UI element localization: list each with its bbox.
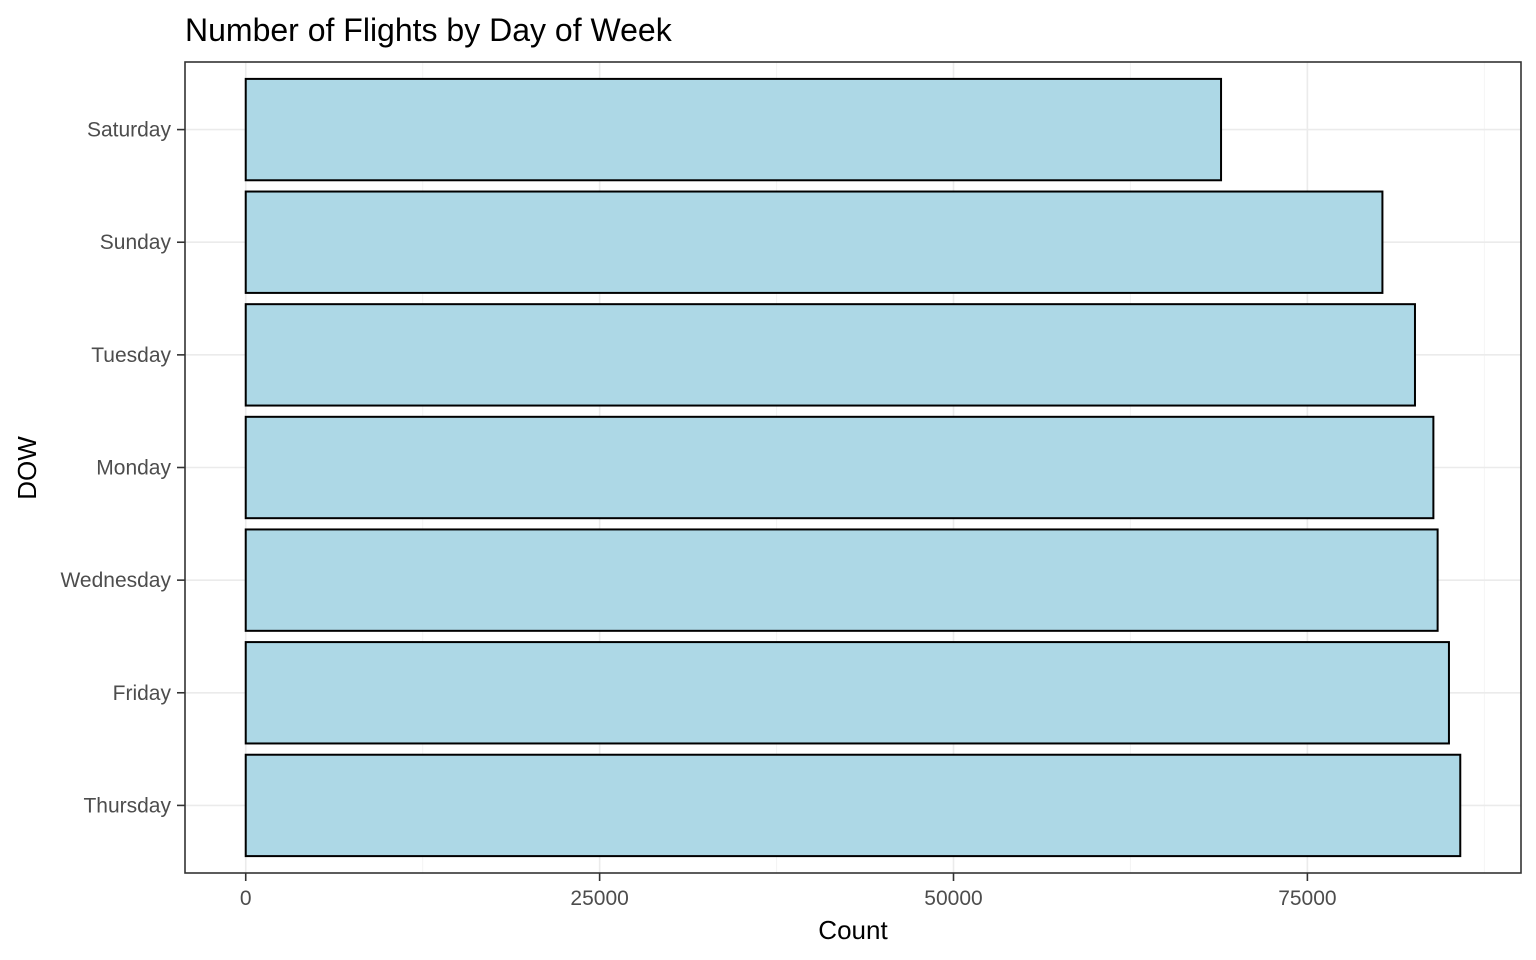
y-tick-label: Sunday (100, 231, 172, 254)
y-tick-label: Monday (96, 457, 171, 480)
y-tick-label: Friday (113, 682, 172, 705)
y-tick-label: Wednesday (60, 569, 171, 592)
bar-tuesday (244, 303, 1416, 407)
bar-monday (244, 415, 1435, 520)
x-tick-label: 50000 (924, 887, 982, 910)
x-tick-label: 25000 (570, 887, 628, 910)
bar-sunday (244, 190, 1384, 294)
bar-thursday (244, 753, 1462, 858)
x-axis: 0 25000 50000 75000 (240, 873, 1337, 910)
x-axis-title: Count (818, 915, 888, 945)
bar-friday (244, 641, 1450, 745)
x-tick-label: 75000 (1278, 887, 1336, 910)
y-tick-label: Thursday (83, 794, 171, 817)
bar-saturday (244, 77, 1223, 182)
y-tick-label: Saturday (87, 119, 172, 142)
y-tick-label: Tuesday (91, 344, 171, 367)
chart-title: Number of Flights by Day of Week (185, 12, 673, 48)
y-axis-title: DOW (12, 436, 42, 500)
x-tick-label: 0 (240, 887, 252, 910)
y-axis: Thursday Friday Wednesday Monday Tuesday Sund… (60, 119, 185, 817)
bar-wednesday (244, 528, 1439, 632)
bars (244, 77, 1462, 858)
